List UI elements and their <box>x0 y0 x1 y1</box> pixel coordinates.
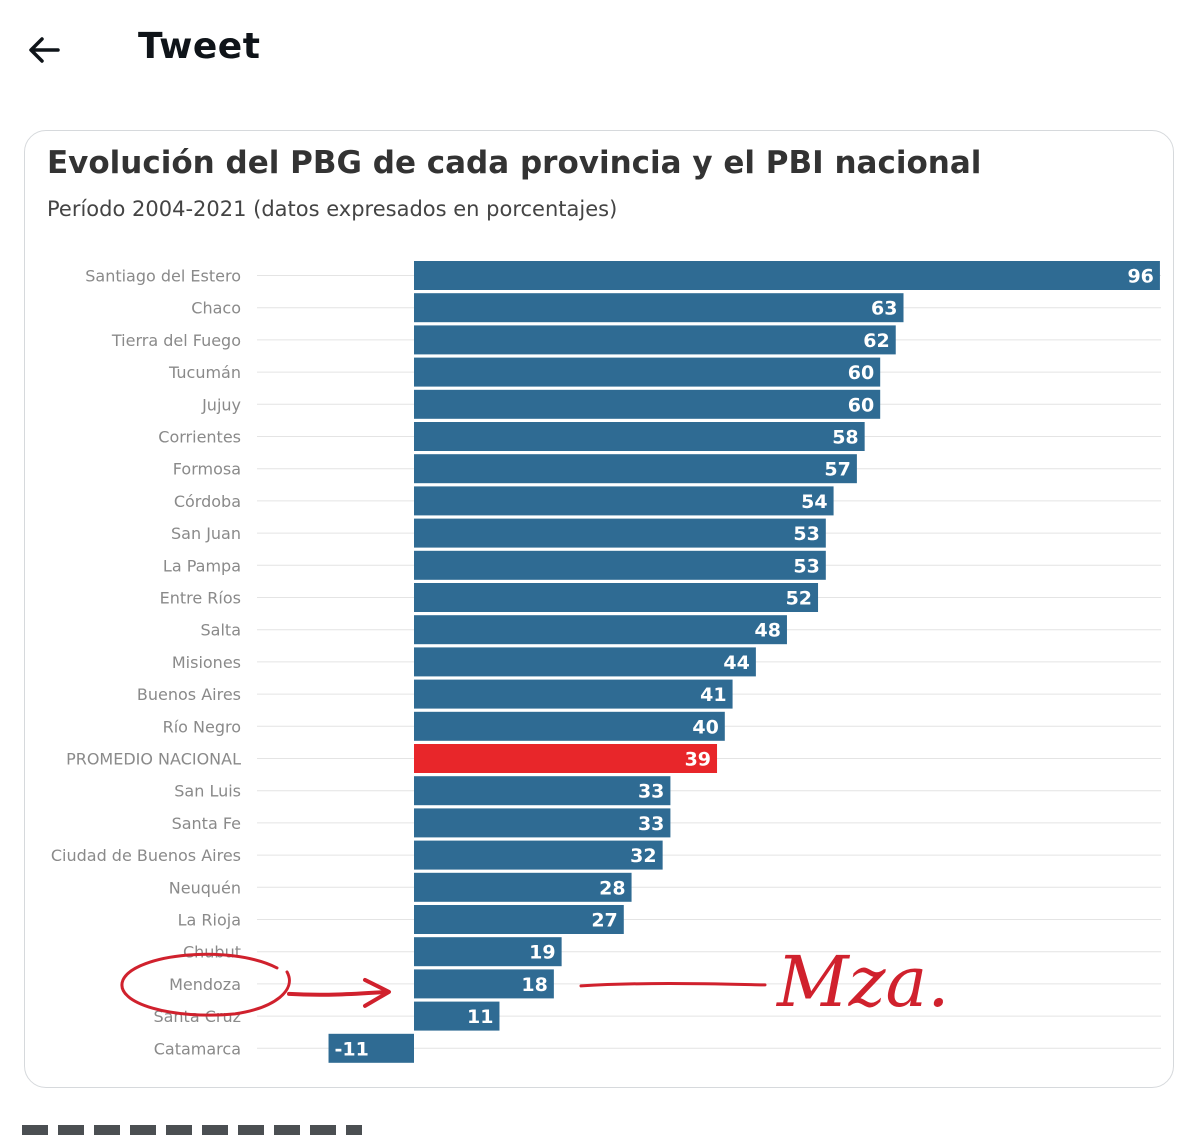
category-label: Neuquén <box>169 878 241 897</box>
bar <box>414 325 896 355</box>
category-label: Río Negro <box>163 717 241 736</box>
bar-chart: Santiago del Estero 96 Chaco 63 Tierra del F… <box>51 261 1161 1063</box>
chart-subtitle: Período 2004-2021 (datos expresados en p… <box>47 197 618 221</box>
category-label: Chaco <box>191 299 241 318</box>
data-label: 96 <box>1127 266 1153 288</box>
bar <box>414 872 632 902</box>
data-label: 62 <box>863 330 889 352</box>
bar <box>328 1033 414 1063</box>
data-label: 53 <box>793 523 819 545</box>
data-label: 41 <box>700 684 726 706</box>
bar <box>414 711 725 741</box>
bar <box>414 1001 500 1031</box>
bar <box>414 550 826 580</box>
category-label: Salta <box>201 621 241 640</box>
annotation-arrow-line <box>287 989 389 997</box>
category-label: Misiones <box>172 653 241 672</box>
data-label: 28 <box>599 877 625 899</box>
category-label: Ciudad de Buenos Aires <box>51 846 241 865</box>
bar <box>414 905 624 934</box>
annotation-text: Mza. <box>775 941 950 1023</box>
data-label: 40 <box>692 716 718 738</box>
data-label: 57 <box>824 459 850 481</box>
bar <box>414 454 857 484</box>
page-title: Tweet <box>138 26 261 67</box>
data-label: 60 <box>848 394 874 416</box>
category-label: Santiago del Estero <box>85 267 241 286</box>
category-label: Tucumán <box>168 363 241 382</box>
data-label: 33 <box>638 781 664 803</box>
bar <box>414 679 733 709</box>
data-label: 32 <box>630 845 656 867</box>
data-label: 48 <box>755 620 781 642</box>
bar <box>414 840 663 870</box>
bar <box>414 776 671 806</box>
category-label: Santa Fe <box>172 814 241 833</box>
data-label: 18 <box>521 974 547 996</box>
category-label: Formosa <box>173 460 241 479</box>
bar <box>414 808 671 838</box>
category-label: Jujuy <box>201 395 241 414</box>
bar <box>414 647 756 677</box>
bar <box>414 261 1160 290</box>
bar <box>414 293 904 323</box>
bar <box>414 615 787 645</box>
data-label: 58 <box>832 427 858 449</box>
data-label: 33 <box>638 813 664 835</box>
top-bar: Tweet <box>0 0 1200 100</box>
bar <box>414 583 819 612</box>
category-label: PROMEDIO NACIONAL <box>66 750 241 769</box>
bar <box>414 389 881 419</box>
annotation-line <box>579 982 767 988</box>
bar <box>414 422 865 451</box>
category-label: San Luis <box>174 782 241 801</box>
chart-title: Evolución del PBG de cada provincia y el… <box>47 145 982 181</box>
data-label: 54 <box>801 491 827 513</box>
bar <box>414 937 562 967</box>
arrow-left-icon <box>29 37 60 63</box>
bar <box>414 357 881 387</box>
data-label: 53 <box>793 555 819 577</box>
next-tweet-text-cutoff <box>22 1125 362 1135</box>
data-label: 11 <box>467 1006 493 1028</box>
category-label: Córdoba <box>174 492 241 511</box>
annotation-arrow-head <box>363 977 391 1008</box>
data-label: 19 <box>529 942 555 964</box>
data-label: 44 <box>723 652 749 674</box>
category-label: San Juan <box>171 524 241 543</box>
category-label: Buenos Aires <box>137 685 241 704</box>
bar <box>414 518 826 548</box>
category-label: Tierra del Fuego <box>111 331 241 350</box>
data-label: 60 <box>848 362 874 384</box>
category-label: La Rioja <box>178 911 241 930</box>
data-label: 63 <box>871 298 897 320</box>
category-label: La Pampa <box>163 556 241 575</box>
category-label: Mendoza <box>169 975 241 994</box>
tweet-image-card[interactable]: Evolución del PBG de cada provincia y el… <box>24 130 1174 1088</box>
data-label: 27 <box>591 910 617 932</box>
data-label: -11 <box>335 1038 369 1060</box>
category-label: Catamarca <box>154 1039 241 1058</box>
category-label: Entre Ríos <box>160 589 241 608</box>
category-label: Chubut <box>183 943 241 962</box>
bar <box>414 969 554 999</box>
bar <box>414 744 718 773</box>
back-button[interactable] <box>22 28 70 72</box>
data-label: 39 <box>685 749 711 771</box>
category-label: Corrientes <box>158 428 241 447</box>
annotation-circle <box>120 952 291 1017</box>
bar <box>414 486 834 516</box>
data-label: 52 <box>786 588 812 610</box>
